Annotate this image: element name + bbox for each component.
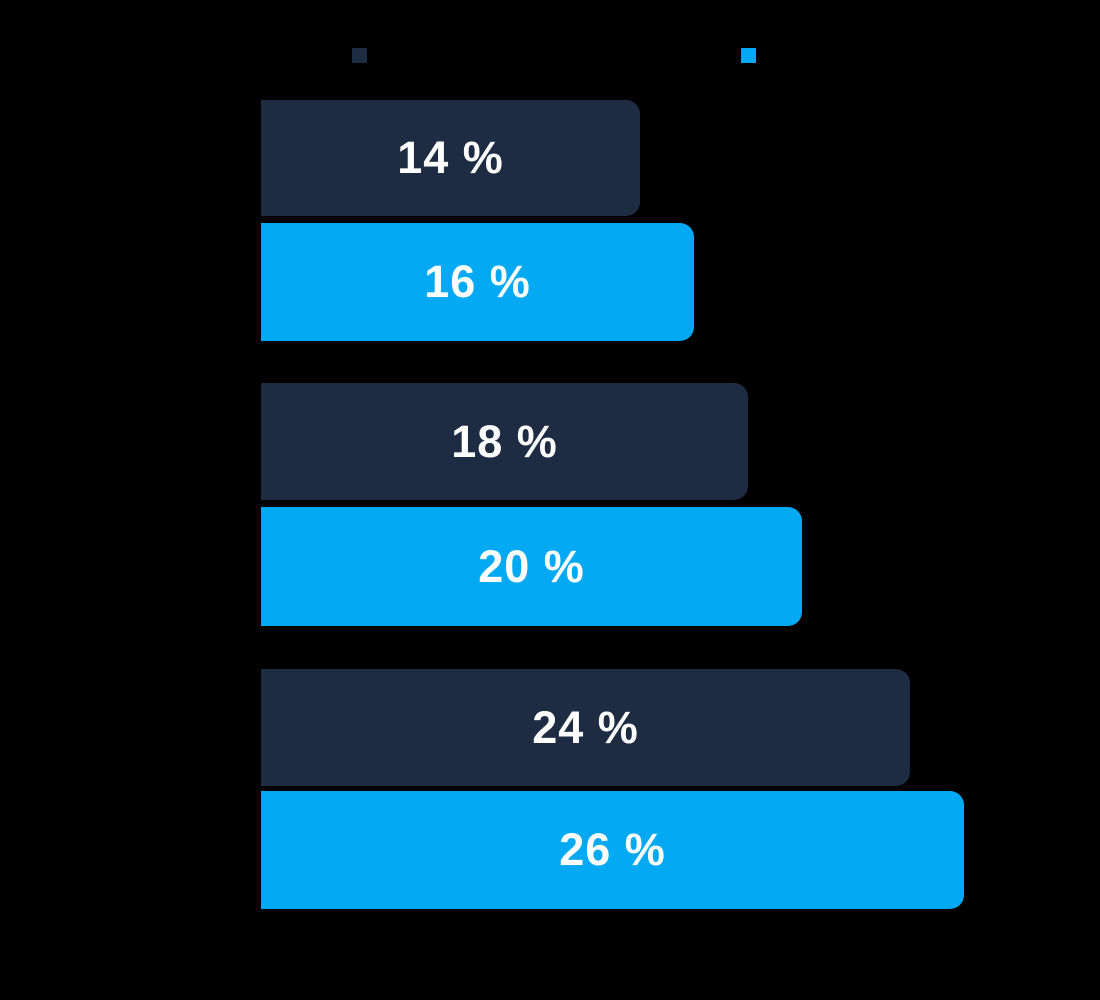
bar-dark-14-percent: 14 % — [261, 100, 640, 216]
bar-blue-20-percent: 20 % — [261, 507, 802, 626]
bar-value-label: 14 % — [397, 132, 504, 183]
bar-value-label: 24 % — [532, 701, 639, 753]
bar-blue-26-percent: 26 % — [261, 791, 964, 909]
bar-value-label: 20 % — [478, 540, 585, 592]
bar-value-label: 16 % — [424, 256, 531, 307]
bar-value-label: 26 % — [559, 824, 666, 875]
bar-dark-18-percent: 18 % — [261, 383, 748, 500]
bar-dark-24-percent: 24 % — [261, 669, 910, 786]
legend-swatch-dark-icon — [352, 48, 367, 63]
bar-blue-16-percent: 16 % — [261, 223, 694, 341]
legend-swatch-blue-icon — [741, 48, 756, 63]
bar-value-label: 18 % — [451, 415, 558, 467]
